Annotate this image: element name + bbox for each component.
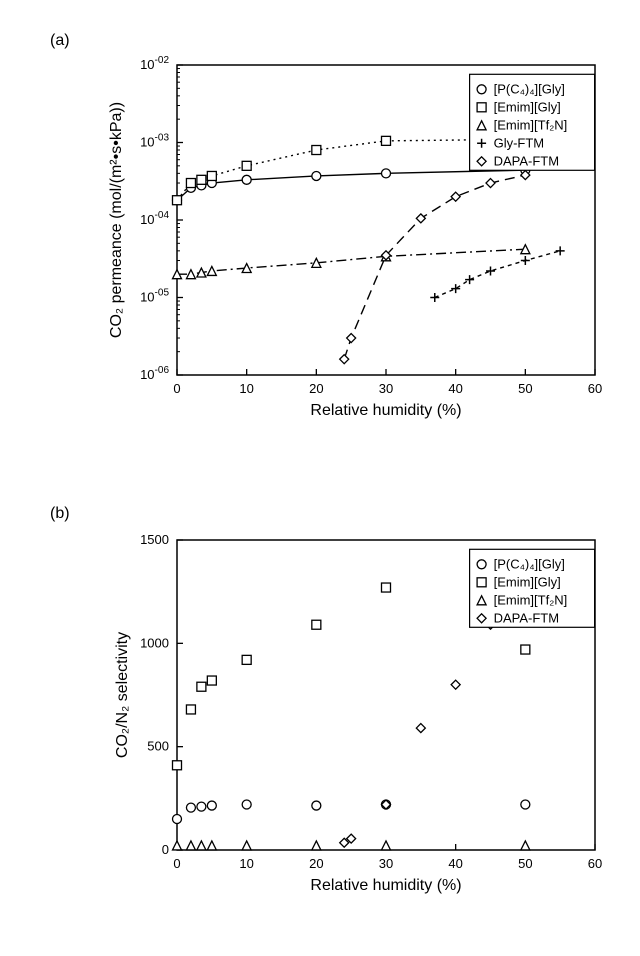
svg-text:0: 0 [173, 856, 180, 871]
svg-text:10: 10 [239, 856, 253, 871]
svg-text:CO₂ permeance (mol/(m²•s•kPa)): CO₂ permeance (mol/(m²•s•kPa)) [108, 102, 125, 338]
panel-a-label: (a) [50, 32, 70, 50]
svg-text:40: 40 [448, 381, 462, 396]
svg-text:10-05: 10-05 [140, 288, 169, 305]
svg-text:0: 0 [162, 842, 169, 857]
svg-text:Relative humidity (%): Relative humidity (%) [310, 402, 461, 419]
svg-text:[Emim][Tf₂N]: [Emim][Tf₂N] [494, 592, 568, 607]
svg-text:60: 60 [588, 856, 602, 871]
svg-text:50: 50 [518, 381, 532, 396]
svg-text:DAPA-FTM: DAPA-FTM [494, 153, 559, 168]
chart-a: 0 10 20 30 40 50 60 10-06 10-05 10-04 10-03 10-02 Re… [105, 55, 605, 425]
svg-text:[Emim][Gly]: [Emim][Gly] [494, 99, 561, 114]
svg-text:40: 40 [448, 856, 462, 871]
svg-text:CO₂/N₂ selectivity: CO₂/N₂ selectivity [114, 632, 131, 758]
svg-text:Relative humidity (%): Relative humidity (%) [310, 877, 461, 894]
svg-text:30: 30 [379, 856, 393, 871]
svg-text:10: 10 [239, 381, 253, 396]
svg-text:20: 20 [309, 856, 323, 871]
svg-text:DAPA-FTM: DAPA-FTM [494, 610, 559, 625]
svg-text:Gly-FTM: Gly-FTM [494, 135, 545, 150]
svg-text:1000: 1000 [140, 635, 169, 650]
svg-text:[Emim][Tf₂N]: [Emim][Tf₂N] [494, 117, 568, 132]
svg-text:[P(C₄)₄][Gly]: [P(C₄)₄][Gly] [494, 556, 565, 571]
svg-text:20: 20 [309, 381, 323, 396]
svg-text:50: 50 [518, 856, 532, 871]
svg-text:60: 60 [588, 381, 602, 396]
svg-text:30: 30 [379, 381, 393, 396]
chart-b: 0 10 20 30 40 50 60 0 500 1000 1500 Relative humidi… [105, 530, 605, 900]
svg-text:0: 0 [173, 381, 180, 396]
svg-text:[Emim][Gly]: [Emim][Gly] [494, 574, 561, 589]
svg-text:10-06: 10-06 [140, 365, 169, 382]
svg-text:1500: 1500 [140, 532, 169, 547]
svg-text:10-03: 10-03 [140, 133, 169, 150]
svg-text:500: 500 [147, 739, 169, 754]
svg-text:10-02: 10-02 [140, 55, 169, 72]
svg-text:[P(C₄)₄][Gly]: [P(C₄)₄][Gly] [494, 81, 565, 96]
panel-b-label: (b) [50, 505, 70, 523]
svg-text:10-04: 10-04 [140, 210, 169, 227]
